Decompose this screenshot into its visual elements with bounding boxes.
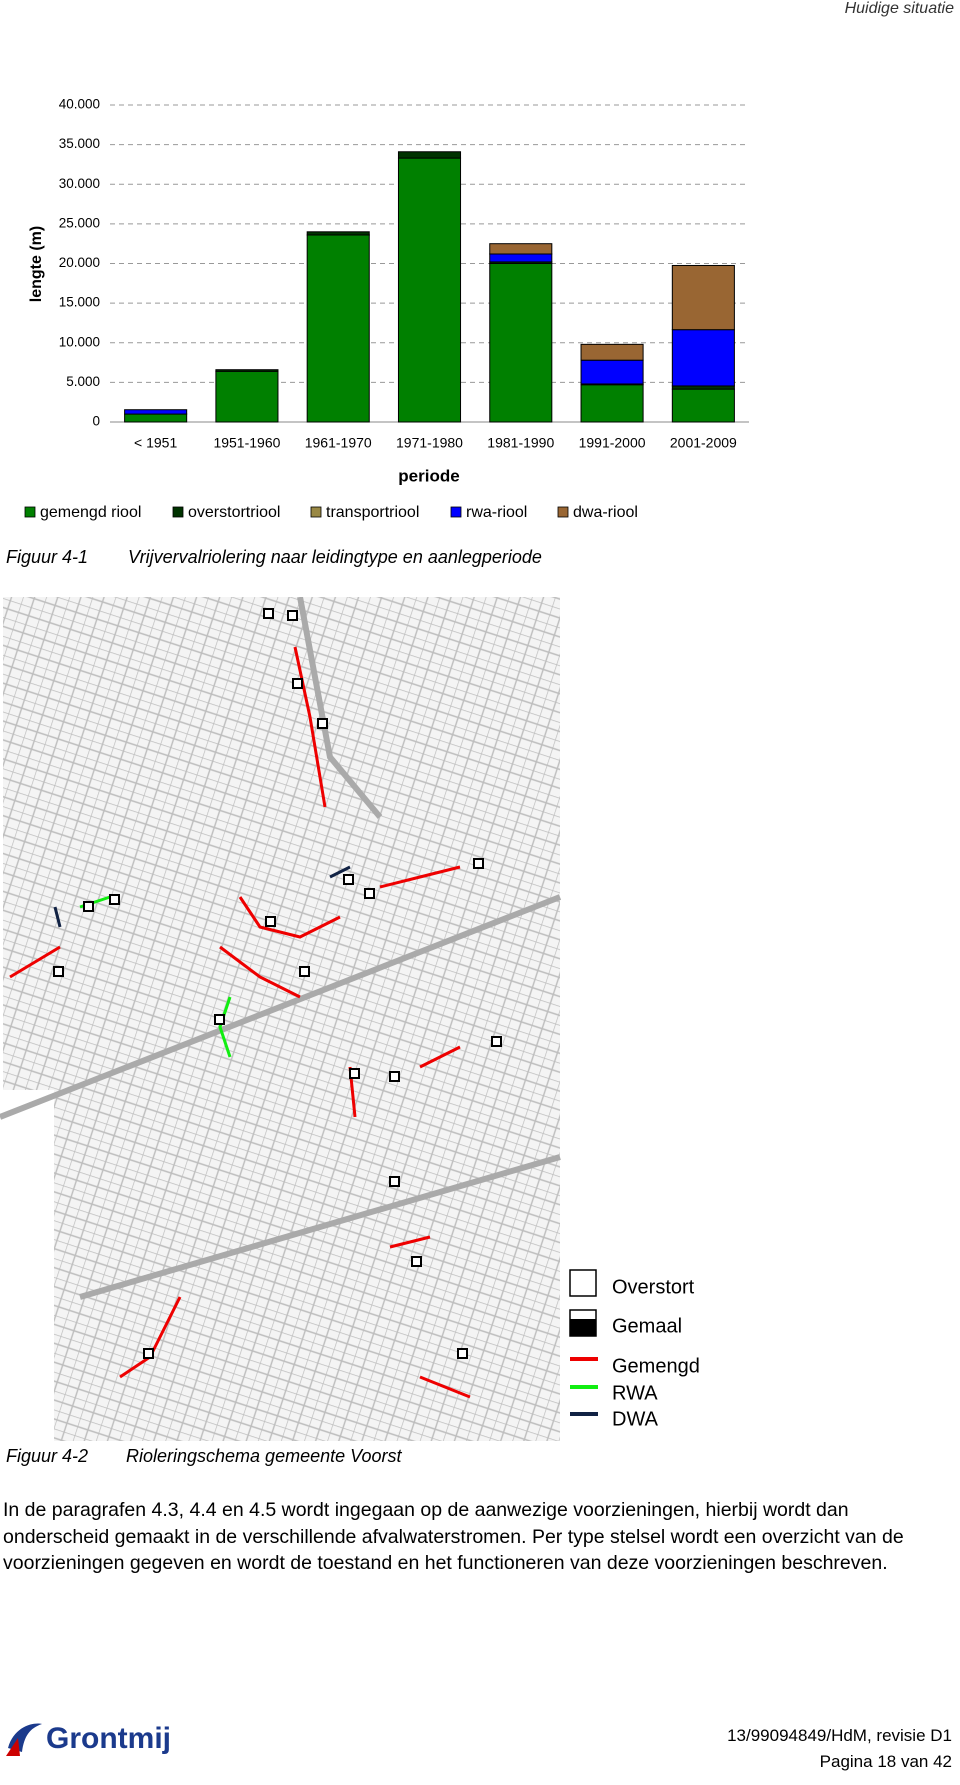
figure-caption: Rioleringschema gemeente Voorst xyxy=(126,1446,402,1466)
figure-number: Figuur 4-2 xyxy=(6,1446,89,1466)
bar-segment xyxy=(306,234,370,423)
bar-segment xyxy=(580,343,644,361)
footer-page: Pagina 18 van 42 xyxy=(819,1752,952,1771)
logo-mark xyxy=(6,1723,42,1756)
bar-segment xyxy=(580,384,644,423)
bar-segment xyxy=(671,388,735,423)
bar-segment xyxy=(124,413,188,423)
legend-label: Gemaal xyxy=(612,1315,682,1337)
x-axis-label: periode xyxy=(398,466,459,485)
map-road xyxy=(0,597,562,1300)
bar-segment xyxy=(397,157,462,423)
bar-segment xyxy=(671,329,735,387)
legend-label: Overstort xyxy=(612,1276,695,1298)
x-tick-label: 2001-2009 xyxy=(670,435,737,451)
map: Overstort Gemaal Gemengd RWA DWA xyxy=(0,597,700,1441)
map-dwa xyxy=(53,865,351,928)
legend-label: Gemengd xyxy=(612,1355,700,1377)
x-tick-label: 1971-1980 xyxy=(396,435,463,451)
bar-segment xyxy=(580,359,644,385)
legend-symbol-gemaal-fill xyxy=(570,1319,596,1336)
y-tick-label: 20.000 xyxy=(59,255,100,270)
logo-text: Grontmij xyxy=(46,1722,171,1755)
y-tick-label: 25.000 xyxy=(59,215,100,230)
figure-number: Figuur 4-1 xyxy=(6,547,89,567)
legend-label: overstortriool xyxy=(188,504,280,521)
body-paragraph: In de paragrafen 4.3, 4.4 en 4.5 wordt i… xyxy=(3,1499,904,1575)
bar-segment xyxy=(397,151,462,159)
bar-segment xyxy=(489,243,553,255)
y-tick-label: 40.000 xyxy=(59,97,100,112)
y-tick-label: 35.000 xyxy=(59,136,100,151)
bar-segment xyxy=(124,409,188,415)
footer-reference: 13/99094849/HdM, revisie D1 xyxy=(727,1726,952,1745)
legend-swatch xyxy=(310,506,322,518)
legend-swatch xyxy=(24,506,36,518)
x-tick-label: 1961-1970 xyxy=(305,435,372,451)
map-background xyxy=(3,597,560,1441)
y-tick-label: 5.000 xyxy=(66,374,100,389)
legend-swatch xyxy=(557,506,569,518)
header-title: Huidige situatie xyxy=(844,0,954,17)
legend-swatch xyxy=(172,506,184,518)
bar-segment xyxy=(215,370,279,423)
bar-segment xyxy=(671,264,735,331)
x-tick-label: 1991-2000 xyxy=(579,435,646,451)
bar-segment xyxy=(489,263,553,423)
figure-caption: Vrijvervalriolering naar leidingtype en … xyxy=(128,547,542,567)
legend-label: dwa-riool xyxy=(573,504,638,521)
legend-swatch xyxy=(450,506,462,518)
chart: lengte (m) periode 0 5.000 10.000 15.000 20.… xyxy=(24,97,749,521)
y-axis-label: lengte (m) xyxy=(28,226,45,302)
bar-segment xyxy=(215,369,279,372)
y-tick-label: 0 xyxy=(92,414,100,429)
x-tick-label: 1951-1960 xyxy=(213,435,280,451)
legend-label: DWA xyxy=(612,1408,659,1430)
legend-label: rwa-riool xyxy=(466,504,527,521)
bar-segment xyxy=(489,253,553,263)
y-tick-label: 10.000 xyxy=(59,334,100,349)
legend-label: transportriool xyxy=(326,504,419,521)
map-symbols xyxy=(53,608,502,1359)
legend-symbol-overstort xyxy=(569,1269,597,1297)
legend-label: RWA xyxy=(612,1382,658,1404)
x-tick-label: 1981-1990 xyxy=(487,435,554,451)
legend-label: gemengd riool xyxy=(40,504,141,521)
y-tick-label: 15.000 xyxy=(59,295,100,310)
y-tick-label: 30.000 xyxy=(59,176,100,191)
bar-segment xyxy=(306,231,370,236)
x-tick-label: < 1951 xyxy=(134,435,177,451)
